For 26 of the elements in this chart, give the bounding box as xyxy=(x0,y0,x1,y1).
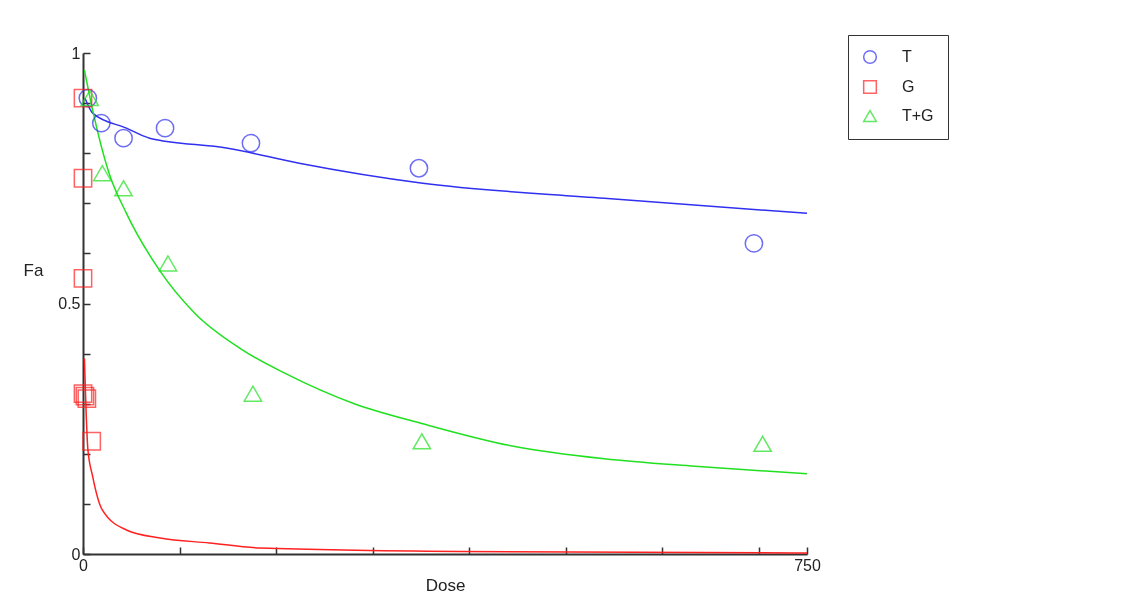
point xyxy=(114,180,133,197)
y-tick-label: 1 xyxy=(71,44,81,62)
point xyxy=(241,133,261,153)
x-tick-label: 750 xyxy=(794,556,821,574)
point xyxy=(73,88,93,108)
point xyxy=(409,158,429,178)
legend-label: G xyxy=(902,78,915,95)
point xyxy=(114,128,133,148)
y-tick-label: 0.5 xyxy=(58,295,81,312)
y-axis-title: Fa xyxy=(23,260,44,280)
line-series xyxy=(83,69,808,475)
point xyxy=(155,118,175,138)
point xyxy=(744,233,764,253)
x-axis-title: Dose xyxy=(425,575,466,595)
point xyxy=(91,113,111,133)
point xyxy=(92,164,112,182)
point xyxy=(82,431,102,451)
legend-label: T+G xyxy=(902,107,934,124)
point xyxy=(73,269,93,288)
point xyxy=(412,433,432,450)
legend-label: T xyxy=(902,48,912,65)
point xyxy=(243,385,263,402)
point xyxy=(753,435,772,453)
point xyxy=(73,168,93,188)
y-tick-label: 0 xyxy=(71,545,81,563)
point xyxy=(158,255,178,272)
